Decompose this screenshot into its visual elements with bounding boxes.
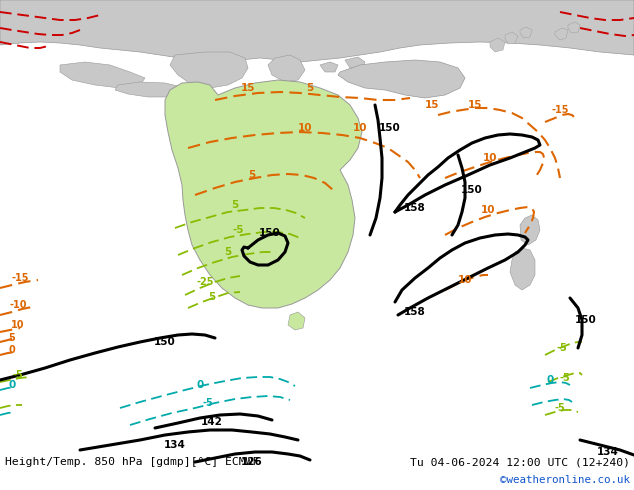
Text: -25: -25 [197, 277, 214, 287]
Text: 5: 5 [231, 200, 238, 210]
Polygon shape [568, 22, 580, 33]
Polygon shape [345, 57, 365, 68]
Polygon shape [510, 248, 535, 290]
Text: 0: 0 [197, 380, 204, 390]
Text: 150: 150 [259, 228, 281, 238]
Text: 10: 10 [298, 123, 313, 133]
Polygon shape [268, 55, 305, 82]
Text: -10: -10 [10, 300, 27, 310]
Polygon shape [60, 62, 145, 88]
Text: -5: -5 [555, 403, 566, 413]
Polygon shape [338, 60, 465, 98]
Text: 5: 5 [249, 170, 256, 180]
Text: 150: 150 [154, 337, 176, 347]
Text: 10: 10 [458, 275, 472, 285]
Text: 10: 10 [482, 153, 497, 163]
Text: 5: 5 [209, 292, 216, 302]
Text: 0: 0 [9, 345, 15, 355]
Polygon shape [520, 27, 532, 38]
Polygon shape [520, 215, 540, 245]
Text: 10: 10 [481, 205, 495, 215]
Text: -5: -5 [232, 225, 243, 235]
Text: -5: -5 [560, 373, 571, 383]
Text: -5: -5 [557, 343, 567, 353]
Text: -15: -15 [551, 105, 569, 115]
Text: ©weatheronline.co.uk: ©weatheronline.co.uk [500, 475, 630, 485]
Text: -15: -15 [11, 273, 29, 283]
Polygon shape [288, 312, 305, 330]
Text: -5: -5 [13, 370, 23, 380]
Text: 10: 10 [11, 320, 25, 330]
Text: Tu 04-06-2024 12:00 UTC (12+240): Tu 04-06-2024 12:00 UTC (12+240) [410, 457, 630, 467]
Polygon shape [0, 0, 634, 62]
Text: 0: 0 [8, 380, 16, 390]
Text: 150: 150 [461, 185, 483, 195]
Text: 126: 126 [241, 457, 263, 467]
Text: 158: 158 [404, 307, 426, 317]
Text: 5: 5 [306, 83, 314, 93]
Text: Height/Temp. 850 hPa [gdmp][°C] ECMWF: Height/Temp. 850 hPa [gdmp][°C] ECMWF [5, 457, 259, 467]
Polygon shape [490, 38, 505, 52]
Polygon shape [165, 80, 362, 308]
Text: 15: 15 [468, 100, 482, 110]
Polygon shape [320, 62, 338, 72]
Polygon shape [115, 82, 185, 97]
Text: 150: 150 [575, 315, 597, 325]
Text: 134: 134 [597, 447, 619, 457]
Polygon shape [170, 52, 248, 88]
Text: 134: 134 [164, 440, 186, 450]
Text: 142: 142 [201, 417, 223, 427]
Text: -5: -5 [203, 398, 214, 408]
Text: 158: 158 [404, 203, 426, 213]
Text: 15: 15 [241, 83, 256, 93]
Text: 150: 150 [379, 123, 401, 133]
Text: 5: 5 [224, 247, 231, 257]
Text: 15: 15 [425, 100, 439, 110]
Polygon shape [505, 32, 518, 44]
Text: 5: 5 [9, 333, 15, 343]
Text: 10: 10 [353, 123, 367, 133]
Text: 0: 0 [547, 375, 553, 385]
Polygon shape [555, 28, 568, 40]
